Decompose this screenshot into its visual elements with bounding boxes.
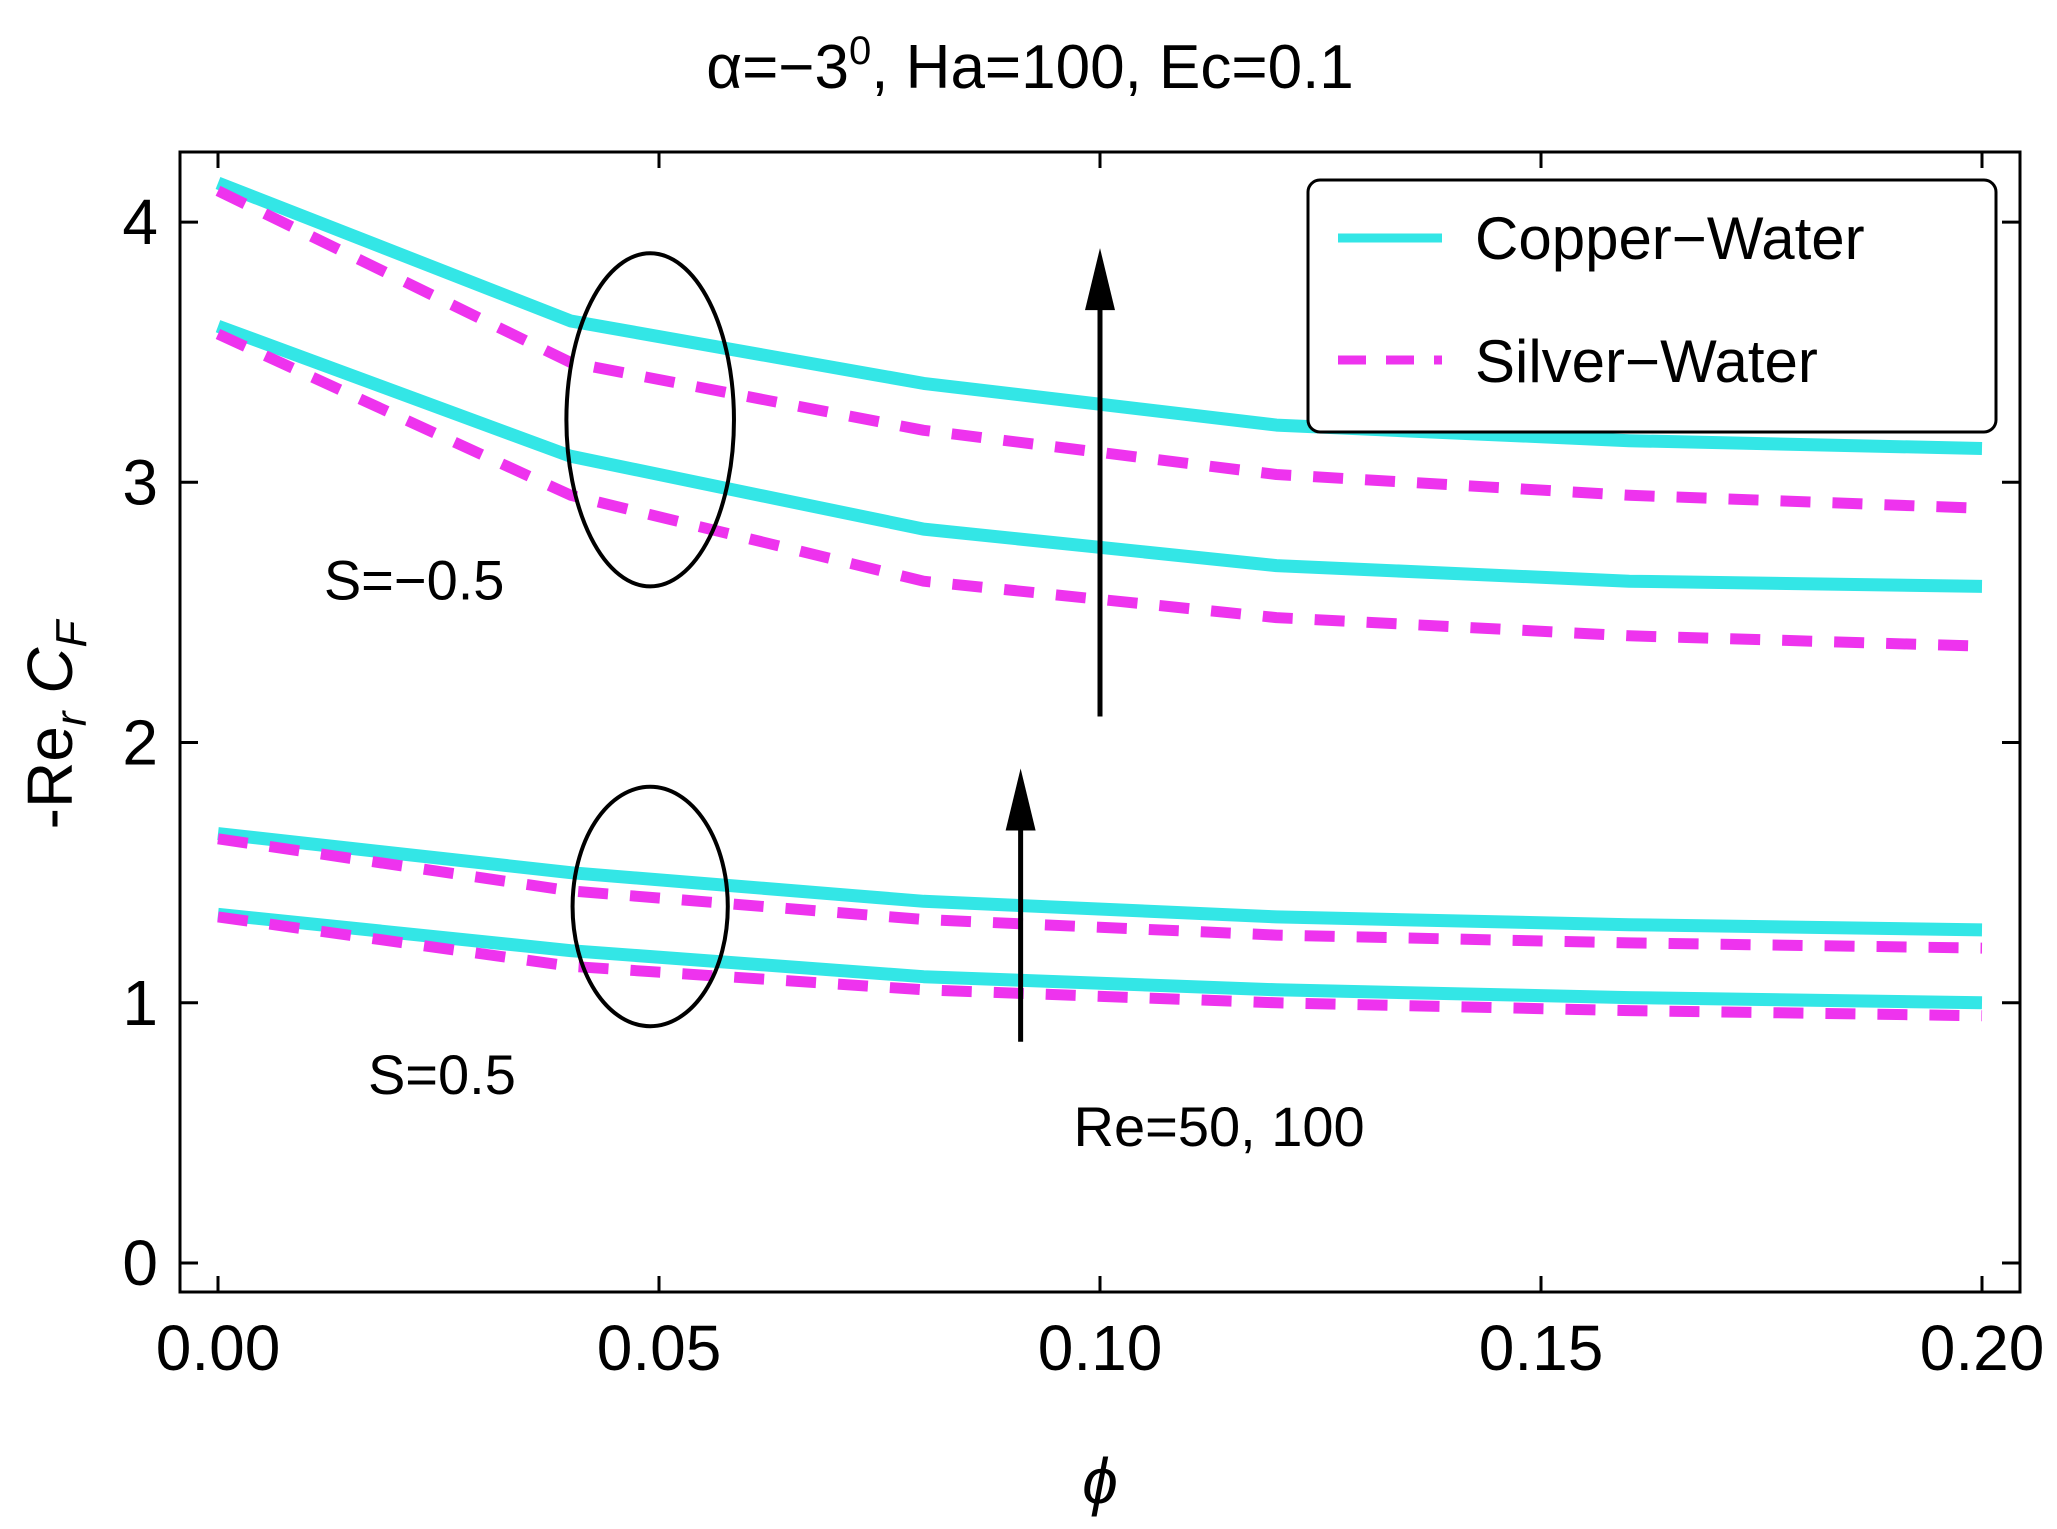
legend-box (1306, 178, 1998, 434)
annotation-s-0-5: S=−0.5 (324, 548, 505, 611)
x-tick-label: 0.15 (1479, 1312, 1604, 1384)
x-tick-label: 0.00 (156, 1312, 281, 1384)
annotation-re-50-100: Re=50, 100 (1074, 1095, 1365, 1158)
series-line-copper-water-s-0-5-re-50 (217, 907, 1983, 1010)
ellipse-layer (564, 251, 736, 1029)
arrow-re-upper-head (1085, 248, 1115, 311)
x-tick-label: 0.10 (1038, 1312, 1163, 1384)
chart-title: α=−30, Ha=100, Ec=0.1 (706, 29, 1354, 102)
series-line-silver-water-s-0-5-re-50 (215, 328, 1983, 652)
series-line-silver-water-s-0-5-re-100 (215, 185, 1983, 514)
ellipse-s-minus (564, 251, 736, 589)
tick-layer: 0.00 0.05 0.10 0.15 0.20 0 1 2 3 4 (122, 152, 2044, 1384)
chart-title-superscript: 0 (849, 29, 871, 73)
arrow-layer (1005, 248, 1115, 1042)
legend-label-silver-water: Silver−Water (1475, 328, 1818, 395)
y-tick-label: 1 (122, 967, 158, 1039)
arrow-re-lower-head (1005, 768, 1036, 831)
y-tick-label: 3 (122, 446, 158, 518)
x-tick-label: 0.05 (597, 1312, 722, 1384)
y-tick-label: 0 (122, 1227, 158, 1299)
x-axis-label: ϕ (1082, 1445, 1118, 1517)
y-axis-label-sub-r: r (47, 709, 96, 726)
annotation-s-0-5: S=0.5 (368, 1043, 516, 1106)
series-line-silver-water-s-0-5-re-100 (217, 833, 1983, 954)
x-tick-label: 0.20 (1920, 1312, 2045, 1384)
annotation-layer: S=−0.5 S=0.5 Re=50, 100 (324, 548, 1365, 1157)
ellipse-s-plus (570, 784, 730, 1029)
legend: Copper−Water Silver−Water (1306, 178, 1998, 434)
series-line-copper-water-s-0-5-re-100 (217, 827, 1983, 937)
series-line-silver-water-s-0-5-re-50 (217, 911, 1983, 1022)
y-tick-label: 2 (122, 707, 158, 779)
y-axis-label: -Rer CF (14, 619, 96, 830)
y-axis-label-sub-f: F (47, 619, 96, 648)
y-tick-label: 4 (122, 186, 158, 258)
legend-label-copper-water: Copper−Water (1475, 205, 1865, 272)
